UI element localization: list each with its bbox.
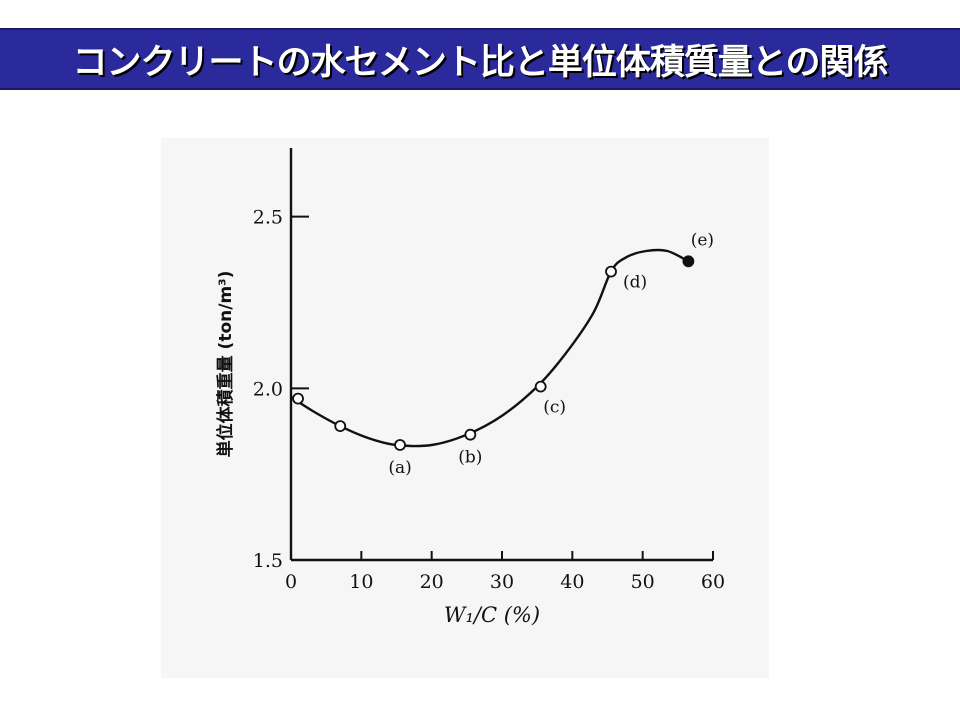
data-point <box>292 392 304 405</box>
y-tick-label: 2.5 <box>253 207 283 229</box>
point-label: (a) <box>388 458 411 478</box>
point-label: (e) <box>691 230 714 250</box>
data-point <box>605 265 617 278</box>
x-tick-label: 30 <box>490 571 514 593</box>
data-point <box>334 420 347 433</box>
data-curve-layer <box>290 248 689 448</box>
x-axis-label: W₁/C (%) <box>444 603 540 627</box>
x-tick-label: 50 <box>631 571 655 593</box>
x-tick-label: 40 <box>560 571 584 593</box>
slide-title: コンクリートの水セメント比と単位体積質量との関係 <box>72 42 889 83</box>
y-tick-label: 1.5 <box>253 550 283 572</box>
y-tick-label: 2.0 <box>253 378 283 400</box>
figure-panel: 0 10 20 30 40 50 60 1.5 2.0 2.5 (a) (b) (c) (d) (e) W… <box>161 138 769 678</box>
data-curve <box>290 248 689 448</box>
x-tick-label: 20 <box>420 571 444 593</box>
data-point <box>394 439 406 451</box>
x-tick-label: 0 <box>285 571 297 593</box>
point-label: (c) <box>543 398 566 418</box>
point-label: (b) <box>458 448 482 468</box>
x-tick-label: 60 <box>701 571 725 593</box>
point-labels-layer: (a) (b) (c) (d) (e) <box>388 230 714 478</box>
point-label: (d) <box>623 273 647 293</box>
water-cement-ratio-chart: 0 10 20 30 40 50 60 1.5 2.0 2.5 (a) (b) (c) (d) (e) W… <box>215 148 725 627</box>
slide-title-bar: コンクリートの水セメント比と単位体積質量との関係 <box>0 28 960 90</box>
x-tick-label: 10 <box>349 571 373 593</box>
data-point-filled <box>682 255 695 268</box>
axes <box>289 148 713 562</box>
axis-ticks: 0 10 20 30 40 50 60 1.5 2.0 2.5 <box>253 207 725 593</box>
data-points-layer <box>292 255 695 451</box>
data-point <box>534 380 547 393</box>
data-point <box>464 428 477 441</box>
y-axis-label: 単位体積重量 (ton/m³) <box>215 271 236 458</box>
